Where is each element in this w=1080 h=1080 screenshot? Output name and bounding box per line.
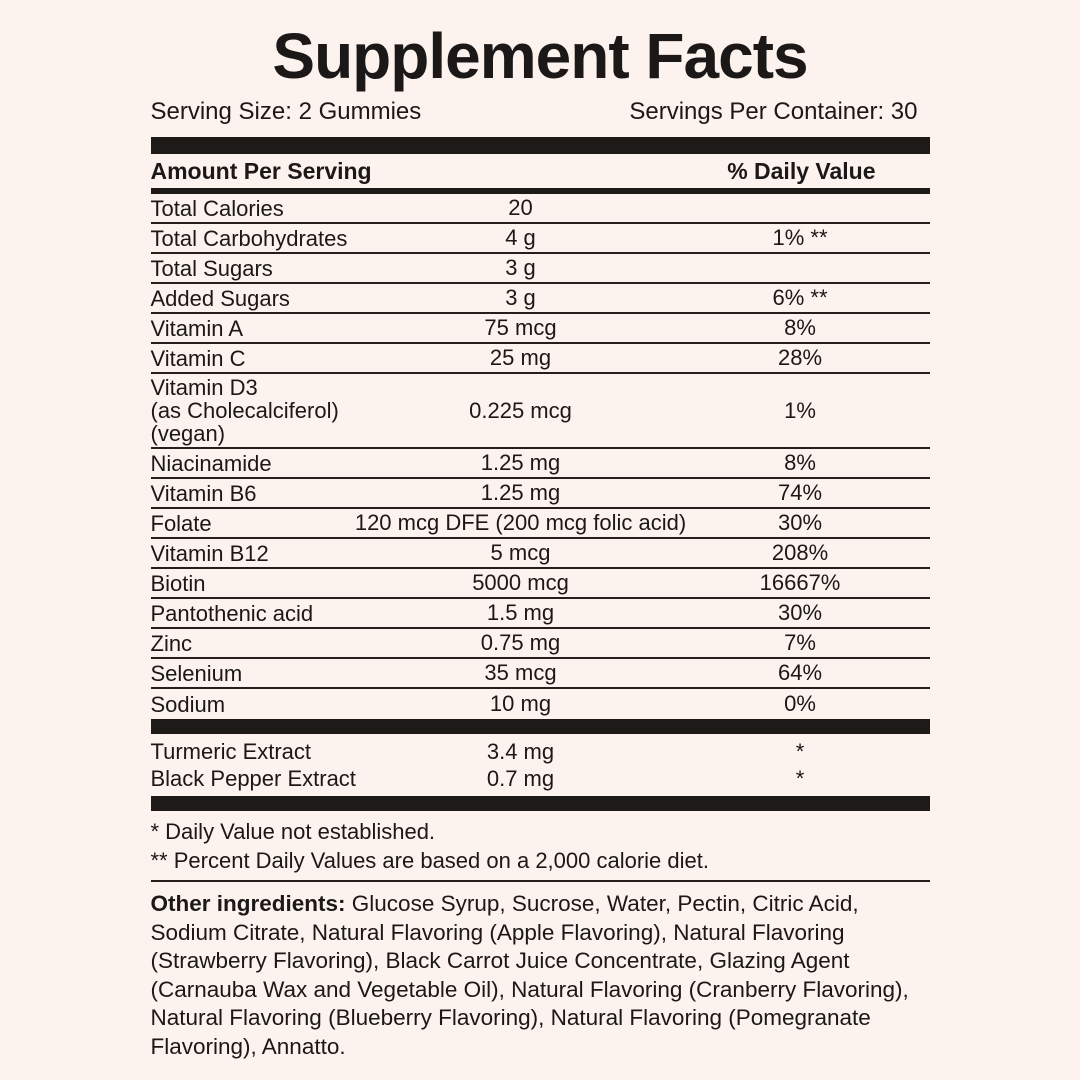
nutrient-daily-value: 30% — [777, 600, 823, 626]
supplement-facts-label: Supplement Facts Serving Size: 2 Gummies… — [150, 0, 930, 1061]
nutrient-daily-value: 74% — [777, 480, 823, 506]
nutrient-amount: 25 mg — [489, 345, 552, 371]
nutrient-row: Zinc 0.75 mg 7% — [150, 629, 930, 660]
column-header-daily-value: % Daily Value — [727, 157, 876, 184]
nutrient-row: Sodium 10 mg 0% — [151, 689, 930, 719]
nutrient-name: Folate — [150, 510, 212, 536]
nutrient-amount: 5000 mcg — [472, 570, 569, 596]
nutrient-name: Zinc — [150, 630, 193, 656]
nutrient-amount: 0.7 mg — [486, 765, 555, 791]
nutrient-daily-value: 1% ** — [772, 225, 828, 251]
footnote-percent-daily-values: ** Percent Daily Values are based on a 2… — [150, 848, 710, 874]
nutrient-daily-value: * — [795, 738, 805, 764]
nutrient-name: Vitamin D3 (as Cholecalciferol) (vegan) — [150, 375, 339, 447]
nutrient-row: Vitamin C 25 mg 28% — [150, 344, 930, 375]
nutrient-name: Vitamin B12 — [150, 540, 269, 566]
nutrient-daily-value: 7% — [784, 630, 816, 656]
nutrient-daily-value: 8% — [784, 450, 816, 476]
nutrient-name: Selenium — [150, 660, 243, 686]
nutrient-amount: 10 mg — [489, 691, 552, 717]
top-divider-bar — [150, 137, 930, 155]
nutrient-amount: 1.25 mg — [480, 450, 561, 476]
nutrient-row: Black Pepper Extract 0.7 mg * — [151, 765, 930, 792]
nutrient-row: Pantothenic acid 1.5 mg 30% — [150, 599, 930, 630]
nutrient-daily-value: 8% — [784, 315, 816, 341]
nutrient-row: Vitamin B6 1.25 mg 74% — [150, 479, 930, 510]
nutrient-amount: 35 mcg — [484, 660, 557, 686]
nutrient-row: Added Sugars 3 g 6% ** — [150, 284, 930, 315]
servings-per-container: Servings Per Container: 30 — [629, 98, 918, 126]
lower-divider-bar — [150, 796, 930, 812]
other-ingredients: Other ingredients: Glucose Syrup, Sucros… — [151, 890, 930, 1061]
nutrient-amount: 5 mcg — [490, 540, 551, 566]
nutrient-amount: 3 g — [505, 285, 536, 311]
nutrient-amount: 0.75 mg — [480, 630, 561, 656]
column-header-amount-per-serving: Amount Per Serving — [150, 157, 372, 184]
nutrient-table: Total Calories 20 Total Carbohydrates 4 … — [150, 194, 930, 719]
nutrient-amount: 3 g — [505, 255, 536, 281]
nutrient-row: Vitamin D3 (as Cholecalciferol) (vegan) 0… — [150, 374, 930, 450]
nutrient-name: Black Pepper Extract — [150, 766, 356, 792]
serving-size: Serving Size: 2 Gummies — [150, 98, 422, 126]
nutrient-amount: 3.4 mg — [486, 738, 555, 764]
nutrient-row: Total Sugars 3 g — [150, 254, 930, 285]
botanical-extracts-table: Turmeric Extract 3.4 mg * Black Pepper E… — [151, 734, 930, 796]
nutrient-name: Sodium — [150, 691, 226, 717]
nutrient-row: Total Calories 20 — [150, 194, 930, 225]
nutrient-name: Pantothenic acid — [150, 600, 314, 626]
mid-divider-bar — [150, 719, 930, 735]
other-ingredients-text: Glucose Syrup, Sucrose, Water, Pectin, C… — [150, 891, 909, 1059]
nutrient-daily-value: 1% — [784, 397, 816, 423]
nutrient-amount: 120 mcg DFE (200 mcg folic acid) — [354, 510, 687, 536]
nutrient-daily-value: 28% — [777, 345, 823, 371]
nutrient-daily-value: * — [795, 765, 805, 791]
nutrient-daily-value: 64% — [777, 660, 823, 686]
nutrient-row: Vitamin A 75 mcg 8% — [150, 314, 930, 345]
nutrient-name: Niacinamide — [150, 450, 272, 476]
nutrient-name: Biotin — [150, 570, 206, 596]
nutrient-name: Total Carbohydrates — [150, 225, 348, 251]
nutrient-amount: 1.5 mg — [486, 600, 555, 626]
nutrient-daily-value: 30% — [777, 510, 823, 536]
nutrient-amount: 1.25 mg — [480, 480, 561, 506]
nutrient-amount: 0.225 mcg — [469, 397, 572, 423]
nutrient-daily-value: 6% ** — [772, 285, 828, 311]
nutrient-name: Turmeric Extract — [150, 739, 312, 765]
nutrient-row: Vitamin B12 5 mcg 208% — [150, 539, 930, 570]
page-title: Supplement Facts — [272, 20, 808, 92]
serving-info: Serving Size: 2 Gummies Servings Per Con… — [151, 97, 930, 127]
nutrient-name: Vitamin C — [150, 345, 246, 371]
nutrient-row: Turmeric Extract 3.4 mg * — [151, 738, 930, 765]
nutrient-name: Vitamin A — [150, 315, 244, 341]
nutrient-row: Biotin 5000 mcg 16667% — [150, 569, 930, 600]
footnote-daily-value: * Daily Value not established. — [150, 819, 436, 845]
nutrient-name: Vitamin B6 — [150, 480, 257, 506]
other-ingredients-label: Other ingredients: — [150, 891, 346, 917]
nutrient-name: Added Sugars — [150, 285, 290, 311]
nutrient-row: Selenium 35 mcg 64% — [150, 659, 930, 690]
nutrient-amount: 4 g — [505, 225, 536, 251]
table-header: Amount Per Serving % Daily Value — [151, 154, 930, 188]
nutrient-amount: 75 mcg — [484, 315, 557, 341]
nutrient-amount: 20 — [508, 195, 533, 221]
nutrient-row: Total Carbohydrates 4 g 1% ** — [150, 224, 930, 255]
footnote-divider-rule — [150, 880, 930, 883]
nutrient-name: Total Calories — [150, 195, 284, 221]
footnotes: * Daily Value not established. ** Percen… — [151, 817, 930, 875]
nutrient-daily-value: 208% — [771, 540, 829, 566]
header-divider-bar — [150, 188, 930, 195]
nutrient-daily-value: 0% — [784, 691, 816, 717]
nutrient-daily-value: 16667% — [759, 570, 841, 596]
nutrient-name: Total Sugars — [150, 255, 273, 281]
nutrient-row: Niacinamide 1.25 mg 8% — [150, 449, 930, 480]
nutrient-row: Folate 120 mcg DFE (200 mcg folic acid) … — [150, 509, 930, 540]
